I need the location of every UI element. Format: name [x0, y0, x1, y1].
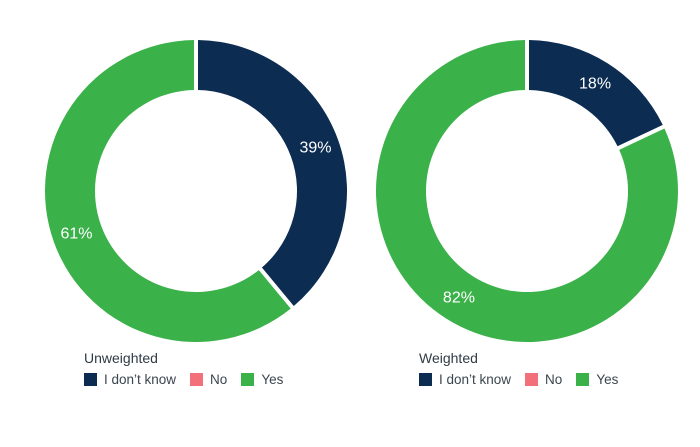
donut-slice-i-don-t-know — [528, 40, 663, 147]
chart-title-unweighted: Unweighted — [84, 350, 158, 366]
donut-slice-i-don-t-know — [197, 40, 347, 307]
legend-swatch-yes — [241, 373, 255, 386]
legend-swatch-dont-know — [419, 373, 432, 386]
legend-label-no: No — [545, 372, 563, 387]
data-label-i-don-t-know: 18% — [579, 75, 611, 92]
legend-item-dont-know: I don’t know — [419, 372, 511, 387]
legend-label-yes: Yes — [596, 372, 619, 387]
legend-label-yes: Yes — [261, 372, 284, 387]
donut-chart-unweighted: 39% 61% — [44, 40, 347, 342]
legend-swatch-dont-know — [84, 373, 97, 386]
legend-swatch-no — [525, 373, 539, 386]
data-label-i-don-t-know: 39% — [299, 139, 331, 156]
legend-item-no: No — [190, 372, 227, 387]
donut-chart-weighted: 18% 82% — [375, 40, 678, 342]
data-label-yes: 82% — [443, 290, 475, 307]
legend-swatch-no — [190, 373, 204, 386]
legend-item-no: No — [525, 372, 562, 387]
legend-weighted: Weighted I don’t know No Yes — [419, 350, 632, 387]
data-label-yes: 61% — [60, 226, 92, 243]
chart-title-weighted: Weighted — [419, 350, 478, 366]
donut-slice-yes — [44, 40, 291, 342]
legend-item-dont-know: I don’t know — [84, 372, 176, 387]
legend-label-dont-know: I don’t know — [439, 372, 512, 387]
legend-item-yes: Yes — [241, 372, 283, 387]
legend-label-dont-know: I don’t know — [104, 372, 177, 387]
donut-slice-yes — [375, 40, 678, 342]
legend-item-yes: Yes — [576, 372, 618, 387]
legend-swatch-yes — [576, 373, 590, 386]
legend-label-no: No — [210, 372, 228, 387]
legend-unweighted: Unweighted I don’t know No Yes — [84, 350, 297, 387]
